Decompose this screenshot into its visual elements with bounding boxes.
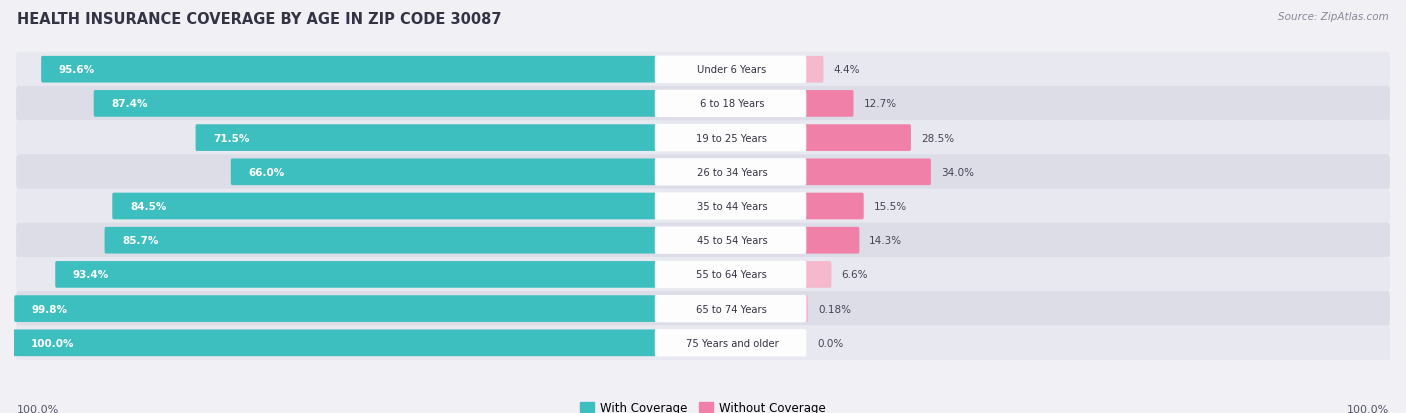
Text: 84.5%: 84.5% bbox=[129, 202, 166, 211]
FancyBboxPatch shape bbox=[806, 227, 859, 254]
FancyBboxPatch shape bbox=[655, 159, 807, 186]
Text: 6 to 18 Years: 6 to 18 Years bbox=[700, 99, 765, 109]
FancyBboxPatch shape bbox=[15, 325, 1391, 361]
FancyBboxPatch shape bbox=[806, 57, 824, 83]
Text: 87.4%: 87.4% bbox=[111, 99, 148, 109]
Text: 85.7%: 85.7% bbox=[122, 236, 159, 246]
Text: 15.5%: 15.5% bbox=[873, 202, 907, 211]
FancyBboxPatch shape bbox=[15, 121, 1391, 156]
Text: 28.5%: 28.5% bbox=[921, 133, 953, 143]
FancyBboxPatch shape bbox=[655, 295, 807, 323]
FancyBboxPatch shape bbox=[104, 227, 655, 254]
Text: HEALTH INSURANCE COVERAGE BY AGE IN ZIP CODE 30087: HEALTH INSURANCE COVERAGE BY AGE IN ZIP … bbox=[17, 12, 502, 27]
Text: 65 to 74 Years: 65 to 74 Years bbox=[696, 304, 768, 314]
Text: 19 to 25 Years: 19 to 25 Years bbox=[696, 133, 768, 143]
FancyBboxPatch shape bbox=[15, 155, 1391, 190]
FancyBboxPatch shape bbox=[112, 193, 655, 220]
Text: 93.4%: 93.4% bbox=[73, 270, 110, 280]
FancyBboxPatch shape bbox=[195, 125, 655, 152]
FancyBboxPatch shape bbox=[14, 296, 655, 322]
FancyBboxPatch shape bbox=[655, 57, 807, 84]
FancyBboxPatch shape bbox=[655, 125, 807, 152]
FancyBboxPatch shape bbox=[655, 193, 807, 220]
FancyBboxPatch shape bbox=[15, 52, 1391, 88]
FancyBboxPatch shape bbox=[15, 189, 1391, 224]
Text: 100.0%: 100.0% bbox=[31, 338, 75, 348]
Text: 4.4%: 4.4% bbox=[834, 65, 860, 75]
FancyBboxPatch shape bbox=[15, 223, 1391, 258]
FancyBboxPatch shape bbox=[231, 159, 655, 186]
Text: 55 to 64 Years: 55 to 64 Years bbox=[696, 270, 768, 280]
FancyBboxPatch shape bbox=[41, 57, 655, 83]
Text: 100.0%: 100.0% bbox=[17, 404, 59, 413]
FancyBboxPatch shape bbox=[655, 261, 807, 288]
FancyBboxPatch shape bbox=[13, 330, 655, 356]
FancyBboxPatch shape bbox=[655, 227, 807, 254]
Text: 14.3%: 14.3% bbox=[869, 236, 903, 246]
Text: 100.0%: 100.0% bbox=[1347, 404, 1389, 413]
FancyBboxPatch shape bbox=[15, 292, 1391, 326]
Text: 6.6%: 6.6% bbox=[841, 270, 868, 280]
FancyBboxPatch shape bbox=[15, 257, 1391, 292]
FancyBboxPatch shape bbox=[806, 125, 911, 152]
FancyBboxPatch shape bbox=[655, 329, 807, 356]
FancyBboxPatch shape bbox=[806, 193, 863, 220]
FancyBboxPatch shape bbox=[655, 90, 807, 118]
Text: 0.0%: 0.0% bbox=[817, 338, 844, 348]
FancyBboxPatch shape bbox=[15, 87, 1391, 121]
FancyBboxPatch shape bbox=[806, 296, 808, 322]
Text: 45 to 54 Years: 45 to 54 Years bbox=[696, 236, 768, 246]
Text: 26 to 34 Years: 26 to 34 Years bbox=[696, 167, 768, 177]
Text: Source: ZipAtlas.com: Source: ZipAtlas.com bbox=[1278, 12, 1389, 22]
FancyBboxPatch shape bbox=[806, 91, 853, 117]
Text: 75 Years and older: 75 Years and older bbox=[686, 338, 779, 348]
FancyBboxPatch shape bbox=[94, 91, 655, 117]
Text: 35 to 44 Years: 35 to 44 Years bbox=[696, 202, 768, 211]
Text: 95.6%: 95.6% bbox=[59, 65, 96, 75]
FancyBboxPatch shape bbox=[806, 159, 931, 186]
Text: 71.5%: 71.5% bbox=[214, 133, 250, 143]
Text: 99.8%: 99.8% bbox=[32, 304, 67, 314]
Text: 0.18%: 0.18% bbox=[818, 304, 851, 314]
FancyBboxPatch shape bbox=[806, 261, 831, 288]
FancyBboxPatch shape bbox=[55, 261, 655, 288]
Text: 34.0%: 34.0% bbox=[941, 167, 974, 177]
Text: 66.0%: 66.0% bbox=[249, 167, 284, 177]
Legend: With Coverage, Without Coverage: With Coverage, Without Coverage bbox=[579, 401, 827, 413]
Text: Under 6 Years: Under 6 Years bbox=[697, 65, 766, 75]
Text: 12.7%: 12.7% bbox=[863, 99, 897, 109]
